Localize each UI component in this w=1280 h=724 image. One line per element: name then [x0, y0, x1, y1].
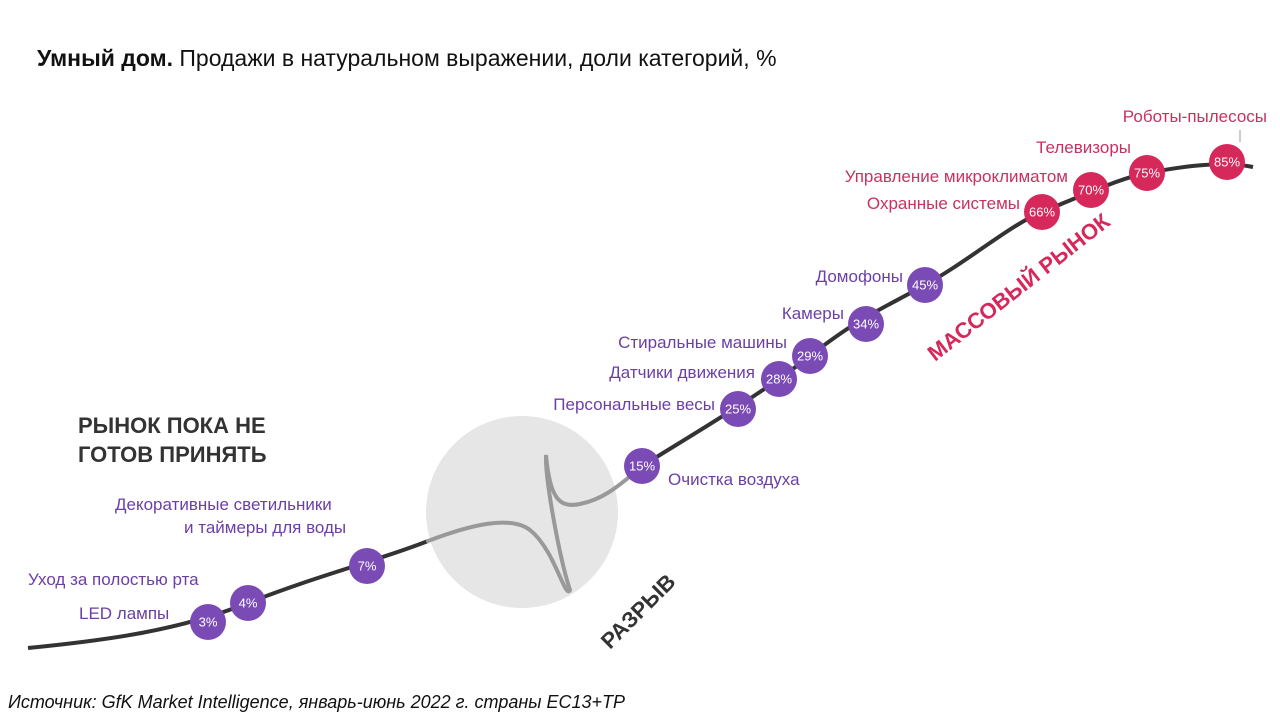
curve-gap: [426, 454, 644, 594]
data-point-bubble: [848, 306, 884, 342]
data-label: 34%: [853, 317, 879, 332]
data-point-bubble: [792, 338, 828, 374]
title-rest: Продажи в натуральном выражении, доли ка…: [173, 45, 777, 71]
zone-mass-market: МАССОВЫЙ РЫНОК: [923, 208, 1115, 366]
label-scales: Персональные весы: [553, 395, 715, 414]
data-label: 7%: [358, 559, 377, 574]
data-point-bubble: [230, 585, 266, 621]
label-decor-2: и таймеры для воды: [184, 518, 346, 537]
label-led: LED лампы: [79, 604, 169, 623]
data-label: 85%: [1214, 155, 1240, 170]
data-point-bubble: [1209, 144, 1245, 180]
label-cameras: Камеры: [782, 304, 844, 323]
data-label: 66%: [1029, 205, 1055, 220]
data-label: 3%: [199, 615, 218, 630]
data-label: 45%: [912, 278, 938, 293]
zone-not-ready-2: ГОТОВ ПРИНЯТЬ: [78, 442, 267, 467]
data-point-bubble: [1073, 172, 1109, 208]
data-label: 29%: [797, 349, 823, 364]
chart-title: Умный дом. Продажи в натуральном выражен…: [37, 45, 777, 72]
data-label: 28%: [766, 372, 792, 387]
label-air: Очистка воздуха: [668, 470, 800, 489]
data-label: 4%: [239, 596, 258, 611]
data-point-bubble: [720, 391, 756, 427]
data-point-bubble: [907, 267, 943, 303]
data-label: 25%: [725, 402, 751, 417]
label-robot: Роботы-пылесосы: [1123, 107, 1267, 126]
source-note: Источник: GfK Market Intelligence, январ…: [8, 692, 626, 712]
data-point-bubble: [349, 548, 385, 584]
gap-circle: [426, 416, 618, 608]
label-washers: Стиральные машины: [618, 333, 787, 352]
label-intercoms: Домофоны: [816, 267, 903, 286]
data-point-bubble: [761, 361, 797, 397]
data-label: 15%: [629, 459, 655, 474]
data-point-bubble: [1024, 194, 1060, 230]
data-label: 70%: [1078, 183, 1104, 198]
title-bold: Умный дом.: [37, 45, 173, 71]
label-oral: Уход за полостью рта: [28, 570, 199, 589]
label-climate: Управление микроклиматом: [845, 167, 1068, 186]
data-label: 75%: [1134, 166, 1160, 181]
zone-gap: РАЗРЫВ: [596, 569, 681, 654]
zone-not-ready-1: РЫНОК ПОКА НЕ: [78, 413, 266, 438]
data-point-bubble: [624, 448, 660, 484]
label-motion: Датчики движения: [609, 363, 755, 382]
data-point-bubble: [1129, 155, 1165, 191]
label-decor-1: Декоративные светильники: [115, 495, 332, 514]
label-tv: Телевизоры: [1036, 138, 1131, 157]
data-point-bubble: [190, 604, 226, 640]
label-security: Охранные системы: [867, 194, 1020, 213]
